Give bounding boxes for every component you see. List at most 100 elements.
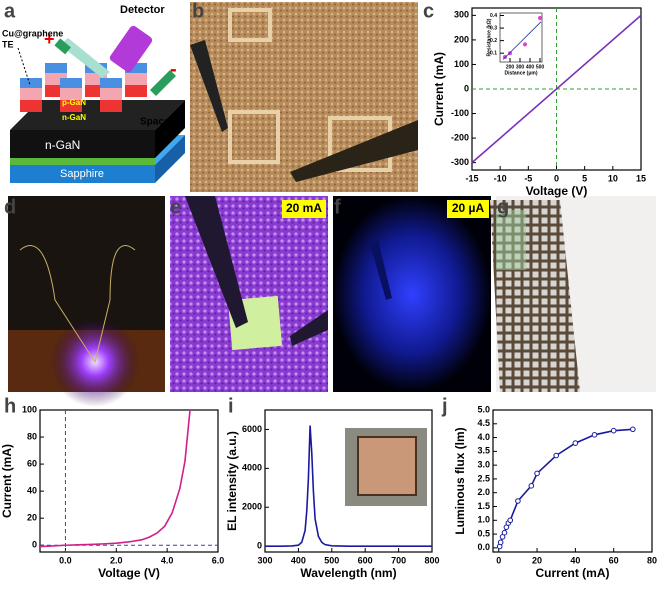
y-tick-label: 4.0 — [477, 432, 490, 442]
panel-label: f — [334, 196, 341, 218]
y-tick-label: 6000 — [242, 424, 262, 434]
series-line — [502, 21, 542, 60]
label: - — [170, 58, 177, 80]
x-tick-label: 800 — [424, 555, 439, 565]
photo-b — [190, 2, 418, 192]
schematic-labels: Detector + - Cu@graphene TE p-GaN n-GaN … — [2, 4, 177, 180]
y-tick-label: 40 — [27, 486, 37, 496]
label: Detector — [120, 4, 165, 16]
photos — [8, 196, 656, 407]
inset-bg — [486, 9, 546, 74]
x-axis-label: Wavelength (nm) — [300, 566, 396, 580]
label: + — [44, 29, 55, 49]
y-tick-label: 0.4 — [490, 13, 497, 19]
y-tick-label: -100 — [451, 108, 469, 118]
series-line — [39, 409, 191, 548]
y-tick-label: 100 — [454, 59, 469, 69]
panel-label: b — [192, 0, 204, 22]
marker — [553, 452, 560, 459]
x-tick-label: 300 — [516, 64, 525, 70]
schematic — [10, 25, 185, 183]
y-tick-label: 1.0 — [477, 515, 490, 525]
y-tick-label: 5.0 — [477, 404, 490, 414]
y-axis-label: Resistance (kΩ) — [486, 18, 492, 56]
x-tick-label: 6.0 — [212, 555, 225, 565]
y-tick-label: 2000 — [242, 502, 262, 512]
marker — [507, 517, 514, 524]
y-tick-label: -200 — [451, 132, 469, 142]
panel-label: d — [4, 196, 16, 218]
inset-photo — [345, 428, 427, 506]
x-tick-label: 40 — [570, 555, 580, 565]
y-tick-label: 20 — [27, 513, 37, 523]
x-tick-label: 5 — [582, 173, 587, 183]
marker — [534, 470, 540, 477]
y-tick-label: 200 — [454, 34, 469, 44]
x-tick-label: 2.0 — [110, 555, 123, 565]
y-tick-label: 0.0 — [477, 542, 490, 552]
y-tick-label: 80 — [27, 431, 37, 441]
y-tick-label: 300 — [454, 10, 469, 20]
y-tick-label: 0 — [32, 540, 37, 550]
y-tick-label: 0.2 — [490, 38, 497, 44]
x-tick-label: 0 — [496, 555, 501, 565]
label: Cu@graphene — [2, 28, 63, 38]
label: TE — [2, 39, 14, 49]
marker — [528, 483, 535, 489]
marker — [630, 426, 636, 433]
y-tick-label: 0 — [464, 83, 469, 93]
series-line — [471, 14, 642, 164]
x-tick-label: -15 — [465, 173, 478, 183]
x-tick-label: 500 — [324, 555, 339, 565]
x-tick-label: 0.0 — [59, 555, 72, 565]
panel-label: e — [170, 196, 181, 218]
panel-label: j — [441, 395, 448, 417]
x-tick-label: 15 — [636, 173, 646, 183]
plot-frame — [492, 409, 653, 553]
label: n-GaN — [45, 138, 80, 152]
x-tick-label: 400 — [291, 555, 306, 565]
x-tick-label: -10 — [494, 173, 507, 183]
label: Spacer — [140, 117, 173, 128]
y-tick-label: 3.5 — [477, 446, 490, 456]
label: Sapphire — [60, 168, 104, 180]
y-tick-label: 1.5 — [477, 501, 490, 511]
x-tick-label: 10 — [608, 173, 618, 183]
marker — [591, 432, 598, 438]
x-axis-label: Voltage (V) — [98, 566, 160, 580]
series-line — [498, 428, 633, 547]
marker — [523, 42, 527, 47]
marker — [508, 51, 512, 56]
x-tick-label: 400 — [526, 64, 535, 70]
x-tick-label: 60 — [609, 555, 619, 565]
label: n-GaN — [62, 113, 86, 122]
y-tick-label: -300 — [451, 157, 469, 167]
x-tick-label: 20 — [532, 555, 542, 565]
photo-label: 20 µA — [452, 201, 485, 215]
x-tick-label: -5 — [524, 173, 532, 183]
x-axis-label: Voltage (V) — [526, 184, 588, 198]
y-tick-label: 100 — [22, 404, 37, 414]
y-tick-label: 0 — [257, 541, 262, 551]
y-tick-label: 0.1 — [490, 51, 497, 57]
y-tick-label: 0.5 — [477, 528, 490, 538]
photo-label: 20 mA — [286, 201, 322, 215]
x-tick-label: 600 — [358, 555, 373, 565]
plot-frame — [499, 12, 543, 63]
marker — [515, 498, 521, 504]
y-tick-label: 2.0 — [477, 487, 490, 497]
marker — [538, 16, 542, 21]
panel-label: c — [423, 0, 434, 22]
plot-frame — [39, 409, 219, 553]
y-axis-label: Current (mA) — [432, 52, 446, 126]
y-tick-label: 3.0 — [477, 460, 490, 470]
y-axis-label: Luminous flux (lm) — [453, 427, 467, 534]
x-tick-label: 0 — [554, 173, 559, 183]
x-axis-label: Current (mA) — [536, 566, 610, 580]
y-tick-label: 0.3 — [490, 25, 497, 31]
y-tick-label: 4.5 — [477, 418, 490, 428]
y-axis-label: Current (mA) — [0, 444, 14, 518]
x-tick-label: 700 — [391, 555, 406, 565]
y-axis-label: EL intensity (a.u.) — [225, 431, 239, 531]
